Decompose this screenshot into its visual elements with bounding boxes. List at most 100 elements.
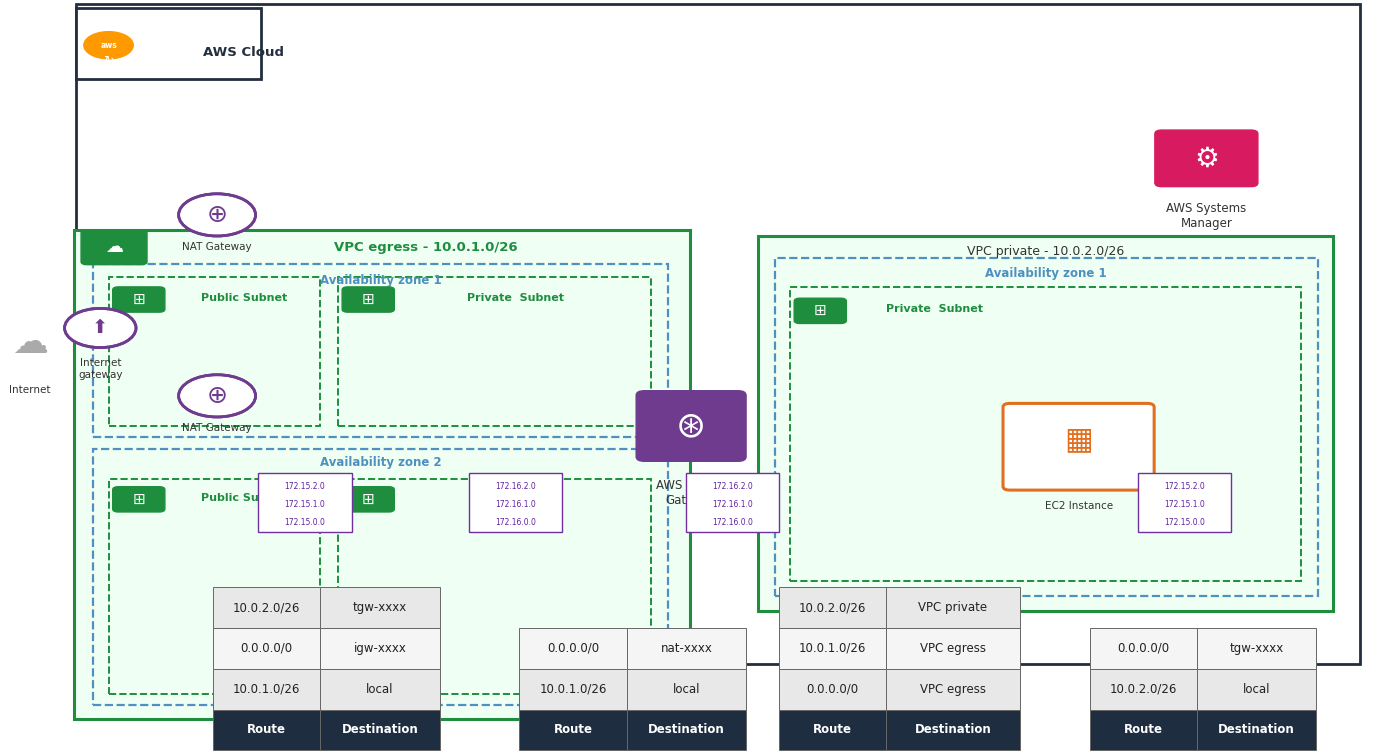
Text: 172.16.2.0: 172.16.2.0 [712,482,753,491]
Text: AWS Cloud: AWS Cloud [203,46,284,60]
Bar [1197,669,1316,710]
Text: ⊞: ⊞ [132,492,146,507]
Bar [1090,669,1197,710]
Bar [469,473,562,532]
Bar [213,587,320,628]
Text: ☁: ☁ [12,326,48,360]
FancyBboxPatch shape [81,230,147,265]
Circle shape [65,308,136,348]
Text: 0.0.0.0/0: 0.0.0.0/0 [547,642,599,655]
Bar [686,473,779,532]
Text: 172.16.2.0: 172.16.2.0 [495,482,536,491]
Bar [320,710,440,750]
Circle shape [84,32,133,59]
Text: Destination: Destination [342,723,418,737]
Bar [109,277,320,426]
Text: ⊞: ⊞ [361,292,375,307]
Text: EC2 Instance: EC2 Instance [1044,501,1113,511]
Text: Public Subnet: Public Subnet [202,492,287,503]
Text: Route: Route [554,723,592,737]
Bar [258,473,352,532]
Text: Private  Subnet: Private Subnet [467,293,563,303]
Bar [1090,710,1197,750]
Bar [779,669,886,710]
Bar [775,258,1318,596]
Text: 172.16.1.0: 172.16.1.0 [712,500,753,509]
Text: 10.0.1.0/26: 10.0.1.0/26 [539,682,607,696]
Bar [779,628,886,669]
Bar [213,669,320,710]
Bar [213,628,320,669]
Text: Internet: Internet [10,385,51,394]
Bar [790,287,1301,581]
Circle shape [179,375,256,417]
Text: 172.16.0.0: 172.16.0.0 [712,518,753,527]
Text: 172.15.2.0: 172.15.2.0 [284,482,326,491]
Text: VPC egress: VPC egress [919,682,987,696]
Text: VPC egress - 10.0.1.0/26: VPC egress - 10.0.1.0/26 [334,241,518,254]
Text: 10.0.2.0/26: 10.0.2.0/26 [232,601,301,615]
Text: aws: aws [100,41,117,50]
Text: local: local [672,682,701,696]
Text: Route: Route [813,723,852,737]
Text: 172.15.1.0: 172.15.1.0 [1164,500,1205,509]
Bar [1197,628,1316,669]
Bar [338,479,651,694]
Circle shape [179,194,256,236]
Text: ⊛: ⊛ [676,409,706,443]
Text: nat-xxxx: nat-xxxx [661,642,712,655]
Text: Availability zone 2: Availability zone 2 [320,456,441,469]
Text: ⊞: ⊞ [132,292,146,307]
Text: ⚙: ⚙ [1194,144,1219,173]
Bar [93,449,668,705]
Text: Availability zone 1: Availability zone 1 [320,274,441,287]
Text: 0.0.0.0/0: 0.0.0.0/0 [240,642,293,655]
Bar [519,710,627,750]
Bar [1197,710,1316,750]
FancyBboxPatch shape [342,487,394,512]
Text: ⊕: ⊕ [206,203,228,227]
Bar [519,628,627,669]
Bar [758,236,1333,611]
Text: VPC egress: VPC egress [919,642,987,655]
Text: VPC private: VPC private [918,601,988,615]
Text: Availability zone 1: Availability zone 1 [985,267,1106,280]
Text: 0.0.0.0/0: 0.0.0.0/0 [807,682,859,696]
FancyBboxPatch shape [342,287,394,312]
Bar [886,628,1020,669]
Bar [213,710,320,750]
Text: ☁: ☁ [104,238,124,256]
Bar [338,277,651,426]
Text: tgw-xxxx: tgw-xxxx [353,601,407,615]
Text: 10.0.1.0/26: 10.0.1.0/26 [798,642,867,655]
Text: Private  Subnet: Private Subnet [886,304,982,314]
Bar [1138,473,1231,532]
Text: 172.15.0.0: 172.15.0.0 [1164,518,1205,527]
Bar [627,710,746,750]
Text: Internet
gateway: Internet gateway [78,358,122,380]
Text: 10.0.2.0/26: 10.0.2.0/26 [1109,682,1178,696]
Text: 172.15.0.0: 172.15.0.0 [284,518,326,527]
Text: Destination: Destination [915,723,991,737]
Text: VPC private - 10.0.2.0/26: VPC private - 10.0.2.0/26 [967,244,1124,258]
Text: ⊞: ⊞ [813,303,827,318]
Text: Route: Route [247,723,286,737]
Bar [1090,628,1197,669]
Text: 172.16.1.0: 172.16.1.0 [495,500,536,509]
Bar [109,479,320,694]
FancyBboxPatch shape [113,487,165,512]
Bar [74,230,690,719]
Text: NAT Gateway: NAT Gateway [183,241,251,252]
FancyBboxPatch shape [1154,130,1257,187]
Text: 10.0.2.0/26: 10.0.2.0/26 [798,601,867,615]
Text: ⊕: ⊕ [206,384,228,408]
Text: 172.15.2.0: 172.15.2.0 [1164,482,1205,491]
Bar [320,669,440,710]
Text: local: local [365,682,394,696]
Text: NAT Gateway: NAT Gateway [183,422,251,433]
Bar [76,8,261,79]
Text: AWS Transit
Gateway: AWS Transit Gateway [657,480,725,507]
Text: 172.16.0.0: 172.16.0.0 [495,518,536,527]
Bar [93,264,668,437]
Text: Private Subnet: Private Subnet [469,492,562,503]
